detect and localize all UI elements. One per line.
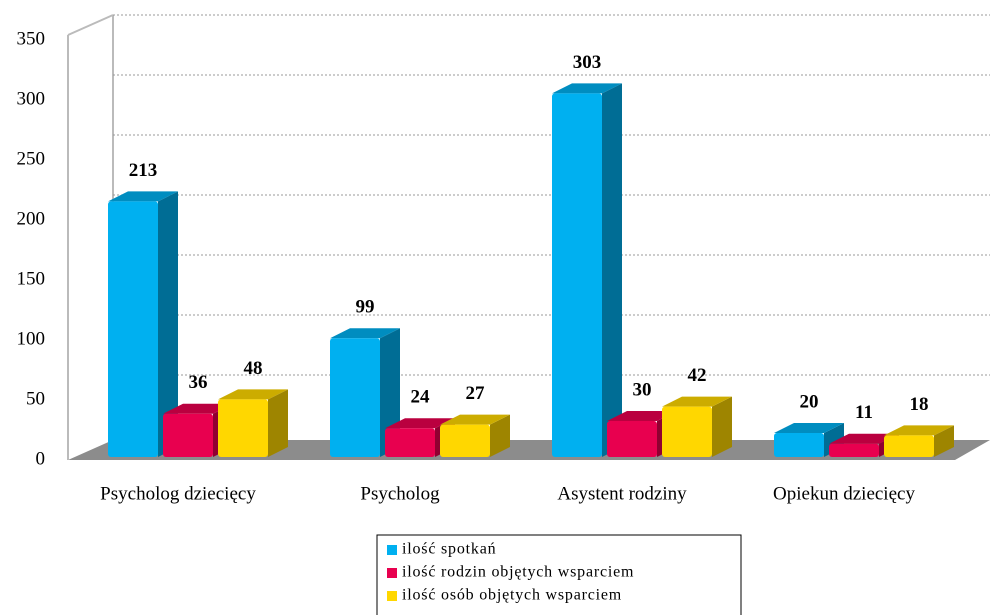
x-tick-label: Psycholog dziecięcy <box>100 483 256 504</box>
bar-side <box>712 396 732 457</box>
y-tick-label: 250 <box>17 148 46 169</box>
data-label: 11 <box>855 402 873 423</box>
bar-front <box>385 428 435 457</box>
bar <box>552 83 622 458</box>
bar-top <box>884 425 954 436</box>
bar-top <box>330 328 400 339</box>
y-tick-label: 0 <box>36 448 46 469</box>
x-tick-label: Opiekun dziecięcy <box>773 483 915 504</box>
bar-front <box>829 443 879 457</box>
bar-side <box>602 83 622 458</box>
bar-front <box>440 424 490 457</box>
legend-label: ilość spotkań <box>402 541 496 558</box>
y-tick-label: 200 <box>17 208 46 229</box>
bar-front <box>330 338 380 457</box>
bar-top <box>607 411 677 421</box>
bar <box>440 414 510 457</box>
data-label: 213 <box>129 160 158 181</box>
data-label: 30 <box>633 379 652 400</box>
legend-box <box>376 534 742 615</box>
bar-front <box>108 201 158 457</box>
legend-label: ilość osób objętych wsparciem <box>402 587 622 604</box>
bar-front <box>163 413 213 457</box>
bar <box>662 396 732 457</box>
y-tick-label: 100 <box>17 328 46 349</box>
data-label: 42 <box>688 365 707 386</box>
legend-label: ilość rodzin objętych wsparciem <box>402 564 634 581</box>
y-tick-label: 150 <box>17 268 46 289</box>
data-label: 36 <box>189 372 208 393</box>
y-tick-label: 300 <box>17 88 46 109</box>
bar-side <box>268 389 288 457</box>
bar-front <box>607 421 657 457</box>
bar <box>218 389 288 457</box>
y-tick-label: 50 <box>26 388 45 409</box>
bar-front <box>662 406 712 457</box>
data-label: 99 <box>356 297 375 318</box>
legend-swatch <box>387 545 397 555</box>
bar-top <box>552 83 622 94</box>
x-tick-label: Psycholog <box>360 483 440 504</box>
axis-top-edge <box>67 14 114 36</box>
bar-top <box>440 414 510 425</box>
bar-top <box>108 191 178 202</box>
bar-top <box>662 396 732 407</box>
bar-front <box>218 399 268 457</box>
data-label: 18 <box>910 394 929 415</box>
data-label: 48 <box>244 358 263 379</box>
bar-top <box>163 403 233 414</box>
bar-front <box>552 93 602 458</box>
data-label: 24 <box>411 387 431 408</box>
bar-side <box>158 191 178 457</box>
bar-top <box>218 389 288 400</box>
bar-side <box>934 425 954 457</box>
bar <box>330 328 400 457</box>
y-tick-label: 350 <box>17 28 46 49</box>
bar-top <box>829 433 899 444</box>
bar-side <box>490 414 510 457</box>
bar <box>108 191 178 457</box>
data-label: 27 <box>466 383 486 404</box>
data-label: 303 <box>573 52 602 73</box>
legend-swatch <box>387 591 397 601</box>
x-tick-label: Asystent rodziny <box>557 483 687 504</box>
bar-top <box>774 423 844 433</box>
bar-front <box>774 433 824 457</box>
bar-front <box>884 435 934 457</box>
data-label: 20 <box>800 391 819 412</box>
bar <box>884 425 954 457</box>
bar-top <box>385 418 455 429</box>
floor <box>68 440 990 460</box>
legend-swatch <box>387 568 397 578</box>
